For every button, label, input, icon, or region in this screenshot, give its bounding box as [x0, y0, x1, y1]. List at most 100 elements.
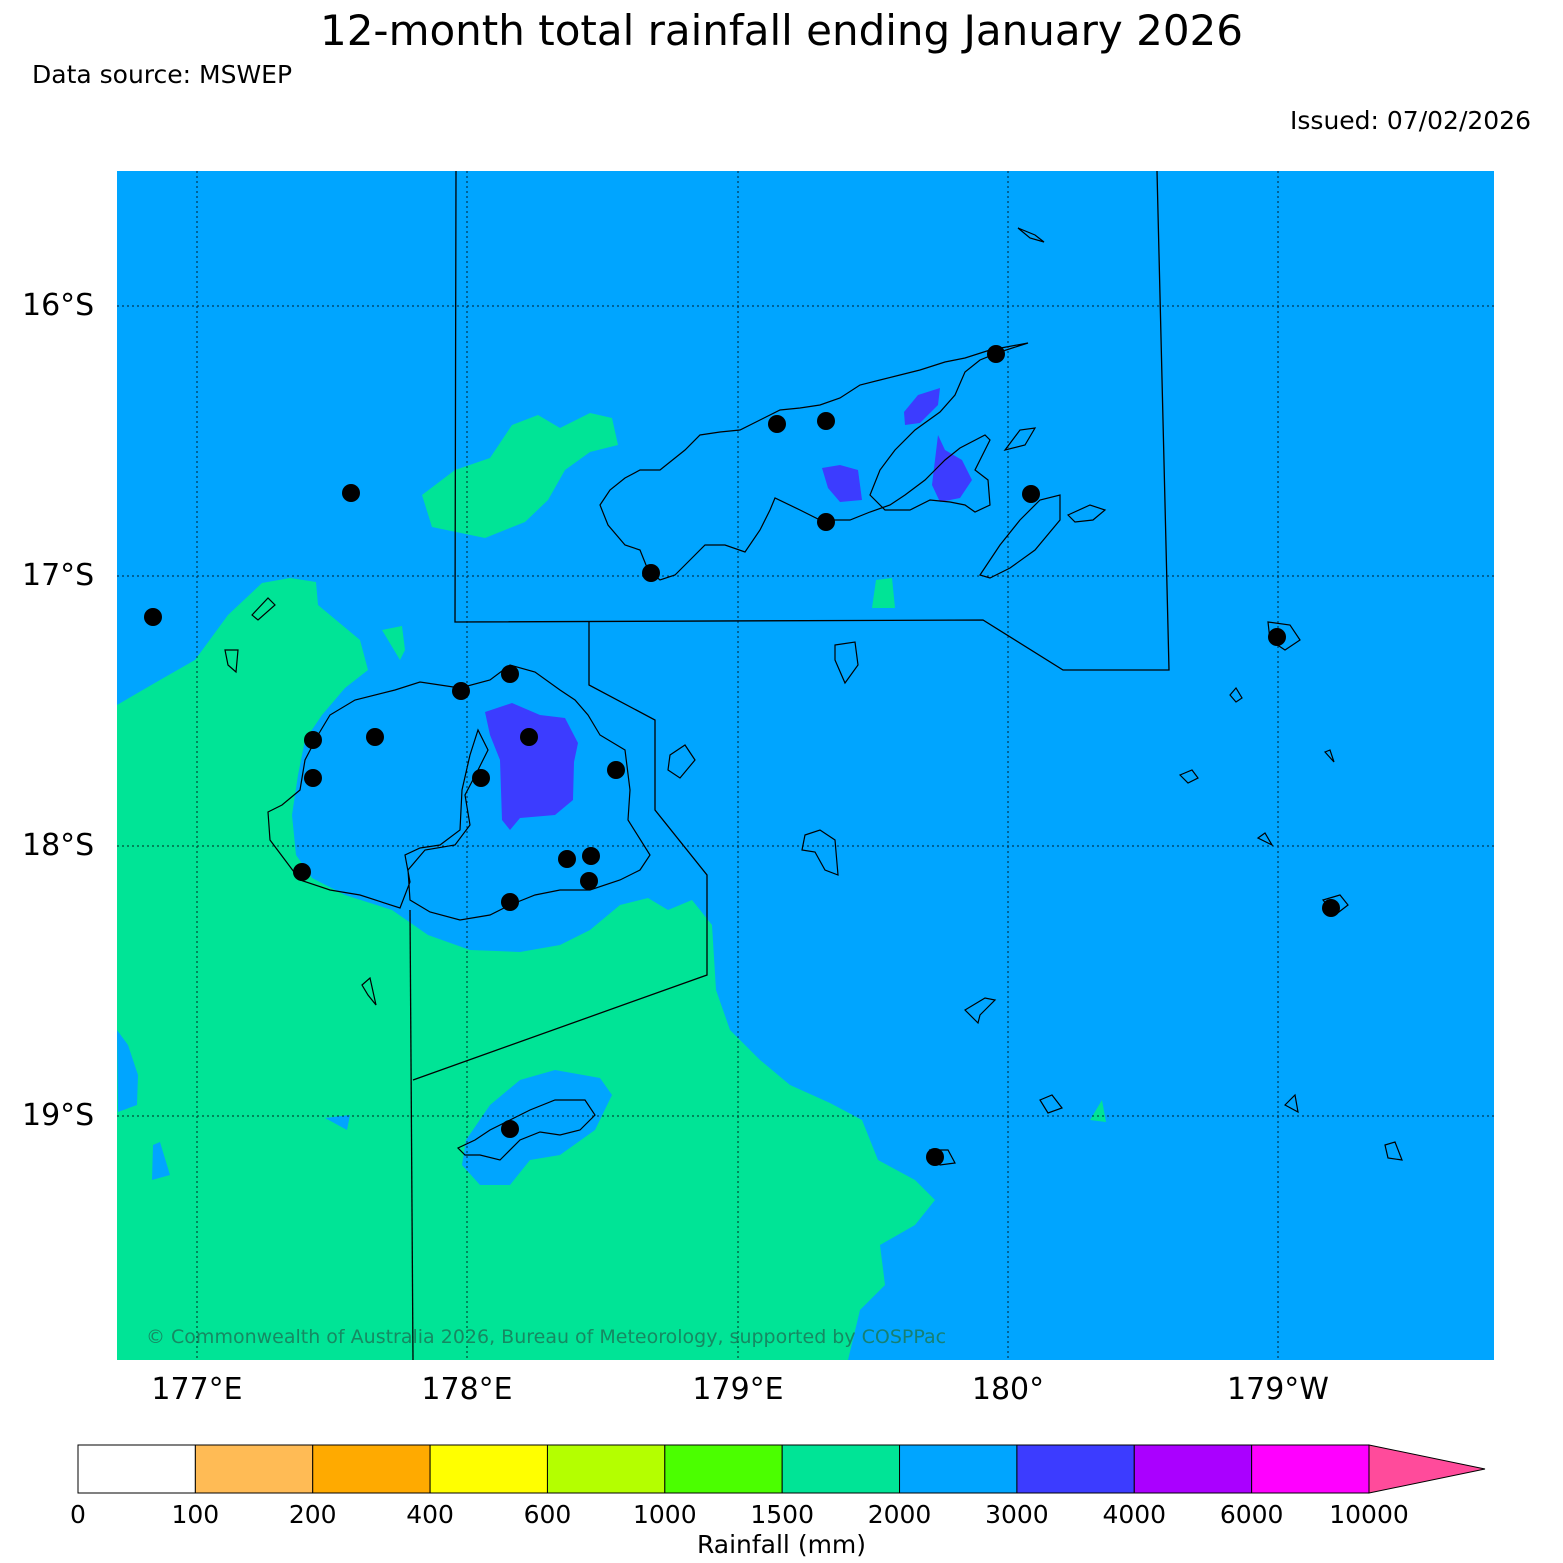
station-marker [304, 769, 322, 787]
colorbar-segment [781, 1444, 901, 1494]
island-small [1384, 1141, 1403, 1161]
colorbar-tick-label: 200 [288, 1500, 337, 1529]
station-marker [582, 847, 600, 865]
station-marker [768, 415, 786, 433]
rainfall-zone-1500-2000 [382, 626, 405, 660]
station-marker [558, 850, 576, 868]
colorbar-segment [1251, 1444, 1370, 1494]
station-marker [817, 513, 835, 531]
rainfall-zone-1500-2000 [117, 1030, 138, 1112]
island-small [361, 976, 377, 1006]
colorbar-tick-label: 1500 [750, 1500, 814, 1529]
island-small [834, 641, 859, 685]
rainfall-zone-3000-4000 [822, 465, 862, 502]
island-small [1003, 427, 1037, 451]
issued-date: Issued: 07/02/2026 [1290, 106, 1531, 135]
island-small [964, 997, 997, 1025]
colorbar-segment [899, 1444, 1018, 1494]
station-marker [501, 893, 519, 911]
colorbar-title: Rainfall (mm) [696, 1530, 867, 1559]
colorbar-tick-label: 10000 [1329, 1500, 1409, 1529]
island-small [1017, 227, 1045, 243]
island-small [1323, 749, 1335, 763]
rainfall-zone-3000-4000 [485, 703, 578, 830]
station-marker [304, 731, 322, 749]
station-marker [926, 1148, 944, 1166]
copyright-notice: © Commonwealth of Australia 2026, Bureau… [146, 1326, 947, 1348]
colorbar-tick-label: 100 [171, 1500, 220, 1529]
station-marker [1268, 628, 1286, 646]
station-markers [144, 345, 1340, 1166]
colorbar-tick-label: 600 [523, 1500, 572, 1529]
colorbar-tick-label: 3000 [985, 1500, 1049, 1529]
island-vanua-levu [599, 342, 1029, 581]
region-boundaries [409, 170, 1170, 1361]
island-small [667, 744, 696, 779]
rainfall-zone-3000-4000 [904, 388, 940, 425]
station-marker [987, 345, 1005, 363]
station-marker [144, 608, 162, 626]
station-marker [1022, 485, 1040, 503]
station-marker [520, 728, 538, 746]
island-small [1256, 832, 1274, 847]
colorbar-segment [546, 1444, 666, 1494]
island-small [1178, 769, 1199, 784]
station-marker [817, 412, 835, 430]
island-small [1039, 1094, 1063, 1114]
colorbar-tick-label: 6000 [1219, 1500, 1284, 1529]
station-marker [580, 872, 598, 890]
lon-label-177E: 177°E [151, 1372, 243, 1407]
coastlines [224, 227, 1403, 1166]
station-marker [607, 761, 625, 779]
island-small [1284, 1093, 1299, 1114]
rainfall-zone-1500-2000 [422, 413, 618, 538]
lon-label-179E: 179°E [692, 1372, 784, 1407]
colorbar-tick-label: 4000 [1102, 1500, 1167, 1529]
station-marker [293, 863, 311, 881]
lat-label-16S: 16°S [22, 288, 95, 323]
colorbar-tick-label: 2000 [867, 1500, 932, 1529]
lon-label-178E: 178°E [421, 1372, 513, 1407]
lon-label-180: 180° [971, 1372, 1045, 1407]
station-marker [342, 484, 360, 502]
station-marker [366, 728, 384, 746]
island-small [1066, 504, 1107, 523]
island-small [1229, 686, 1243, 703]
lon-label-179W: 179°W [1227, 1372, 1329, 1407]
colorbar-tick-label: 400 [406, 1500, 454, 1529]
rainfall-zone-1500-2000 [152, 1142, 170, 1180]
colorbar-segment [77, 1444, 196, 1494]
island-small [801, 829, 839, 876]
lat-label-18S: 18°S [22, 828, 95, 863]
colorbar-segment [429, 1444, 548, 1494]
rainfall-zone-1500-2000 [462, 1070, 612, 1185]
rainfall-zone-1500-2000 [325, 1115, 350, 1130]
station-marker [472, 769, 490, 787]
station-marker [642, 564, 660, 582]
colorbar-tick-label: 1000 [633, 1500, 697, 1529]
colorbar-segment [1016, 1444, 1135, 1494]
station-marker [501, 665, 519, 683]
station-marker [452, 682, 470, 700]
rainfall-zone-1500-2000 [872, 578, 895, 608]
colorbar [77, 1444, 1486, 1494]
station-marker [1322, 899, 1340, 917]
island-kadavu [456, 1099, 596, 1161]
island-small [224, 649, 239, 674]
data-source: Data source: MSWEP [32, 60, 293, 89]
map-gridlines [117, 171, 1494, 1360]
station-marker [501, 1120, 519, 1138]
colorbar-segment [664, 1444, 783, 1494]
lat-label-19S: 19°S [22, 1098, 95, 1133]
island-taveuni [979, 494, 1061, 579]
lat-label-17S: 17°S [22, 558, 95, 593]
rainfall-zone-3000-4000 [932, 435, 972, 502]
colorbar-segment [194, 1444, 314, 1494]
island-small [251, 597, 276, 621]
rainfall-zone-1500-2000 [117, 578, 935, 1360]
colorbar-segment [1133, 1444, 1253, 1494]
colorbar-extend-arrow [1368, 1444, 1486, 1494]
map-title: 12-month total rainfall ending January 2… [319, 6, 1244, 55]
colorbar-segment [312, 1444, 431, 1494]
